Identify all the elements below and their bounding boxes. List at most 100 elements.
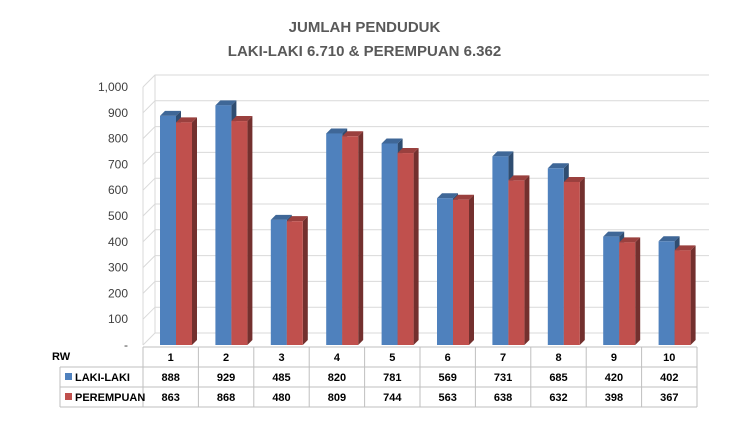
data-label: 563	[439, 392, 457, 404]
chart-title-line-2: LAKI-LAKI 6.710 & PEREMPUAN 6.362	[227, 43, 502, 60]
bar-side	[635, 237, 641, 345]
bar-perempuan-rw-5	[397, 148, 419, 345]
gridline	[142, 74, 709, 88]
data-label: 888	[162, 372, 180, 384]
data-label: 863	[162, 392, 180, 404]
x-tick-label: 4	[334, 352, 341, 364]
bar-front	[453, 199, 469, 345]
x-tick-label: 5	[389, 352, 395, 364]
bar-top	[381, 138, 403, 144]
data-label: 820	[328, 372, 346, 384]
legend-label: LAKI-LAKI	[75, 372, 130, 384]
bar-side	[524, 175, 530, 345]
legend-swatch	[65, 373, 72, 380]
bar-side	[690, 245, 696, 345]
bar-front	[342, 136, 359, 345]
data-label: 485	[272, 372, 290, 384]
bar-top	[160, 110, 181, 116]
bar-side	[247, 116, 253, 345]
data-label: 809	[328, 392, 346, 404]
data-label: 638	[494, 392, 512, 404]
data-label: 402	[660, 372, 678, 384]
bar-top	[492, 151, 514, 157]
bar-front	[326, 133, 343, 345]
bar-front	[619, 242, 636, 345]
data-label: 731	[494, 372, 512, 384]
bar-top	[231, 116, 253, 122]
bar-front	[674, 250, 691, 345]
bar-front	[437, 198, 453, 345]
y-tick-label: 700	[108, 157, 128, 171]
y-tick-label: 500	[108, 209, 128, 223]
bar-perempuan-rw-3	[286, 216, 308, 345]
data-label: 781	[383, 372, 401, 384]
data-label: 632	[549, 392, 567, 404]
x-tick-label: 10	[663, 352, 675, 364]
bar-front	[286, 221, 303, 345]
y-tick-label: 1,000	[98, 80, 128, 94]
data-label: 929	[217, 372, 235, 384]
bar-perempuan-rw-4	[342, 131, 364, 345]
bar-front	[563, 181, 580, 345]
chart-title: JUMLAH PENDUDUK LAKI-LAKI 6.710 & PEREMP…	[0, 16, 729, 64]
y-tick-label: 200	[108, 286, 128, 300]
legend-swatch	[65, 393, 72, 400]
bar-top	[547, 163, 569, 169]
bar-front	[492, 156, 509, 345]
bar-side	[469, 194, 474, 345]
x-tick-label: 3	[278, 352, 284, 364]
y-tick-label: 100	[108, 312, 128, 326]
bar-perempuan-rw-2	[231, 116, 253, 345]
bar-top	[326, 128, 348, 134]
bar-top	[397, 148, 419, 154]
bar-top	[453, 194, 474, 200]
x-tick-label: 9	[611, 352, 617, 364]
y-tick-label: -	[124, 338, 128, 352]
bar-top	[286, 216, 308, 222]
x-axis-label: RW	[52, 351, 71, 363]
bar-front	[176, 122, 192, 345]
bar-front	[508, 180, 525, 345]
y-tick-label: 400	[108, 235, 128, 249]
bar-front	[603, 236, 620, 345]
bar-top	[342, 131, 364, 137]
y-axis-ticks: - 100 200 300 400 500 600 700 800 900 1,000	[98, 80, 128, 352]
data-label: 744	[383, 392, 402, 404]
y-tick-label: 900	[108, 106, 128, 120]
bar-front	[547, 168, 564, 345]
x-tick-label: 6	[445, 352, 451, 364]
bar-top	[563, 176, 585, 182]
chart-title-line-1: JUMLAH PENDUDUK	[288, 19, 441, 36]
data-label: 480	[272, 392, 290, 404]
bar-front	[270, 219, 287, 345]
bar-top	[437, 193, 458, 199]
bar-top	[176, 117, 197, 123]
data-label: 868	[217, 392, 235, 404]
x-tick-label: 1	[168, 352, 174, 364]
bar-top	[658, 236, 680, 242]
bar-top	[508, 175, 530, 181]
bar-side	[579, 176, 585, 345]
y-tick-label: 600	[108, 183, 128, 197]
bar-perempuan-rw-10	[674, 245, 696, 345]
bar-front	[658, 241, 675, 345]
bar-front	[160, 115, 176, 345]
bar-top	[619, 237, 641, 243]
bar-front	[397, 153, 414, 345]
bar-front	[215, 105, 232, 346]
bar-perempuan-rw-9	[619, 237, 641, 345]
data-label: 367	[660, 392, 678, 404]
bar-top	[215, 100, 237, 106]
x-tick-label: 2	[223, 352, 229, 364]
bar-perempuan-rw-7	[508, 175, 530, 345]
data-label: 685	[549, 372, 567, 384]
bar-side	[413, 148, 419, 345]
data-table: RW 1 2 3 4 5 6 7 8 9 10 LAKI-LAKI 888 929 485 820 781 569…	[52, 346, 698, 408]
bar-top	[270, 214, 292, 220]
bar-front	[231, 121, 248, 345]
bar-perempuan-rw-1	[176, 117, 197, 345]
bar-top	[674, 245, 696, 251]
y-tick-label: 800	[108, 132, 128, 146]
bar-side	[302, 216, 308, 345]
